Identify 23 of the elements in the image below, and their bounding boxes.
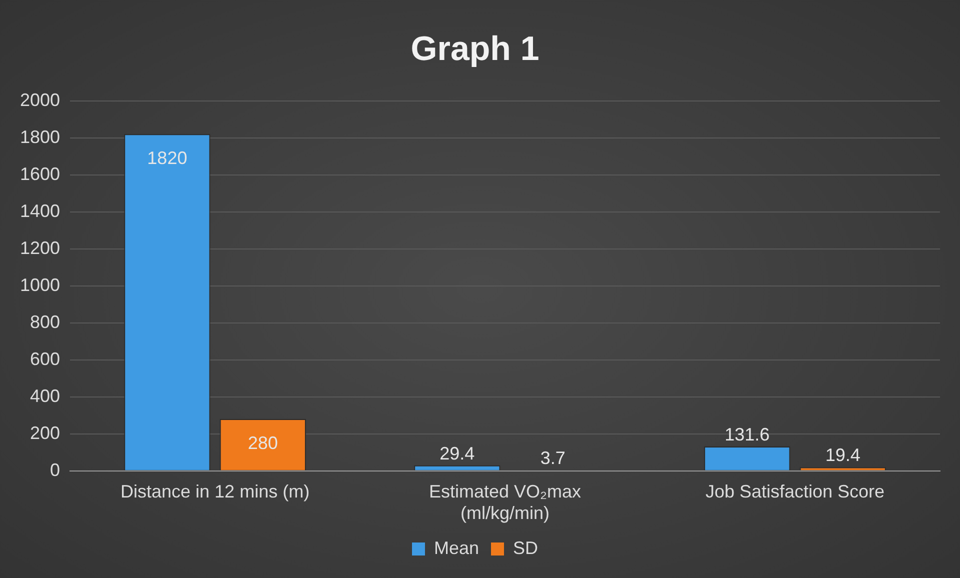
y-tick-label: 1600 xyxy=(20,164,60,184)
y-tick-label: 1200 xyxy=(20,238,60,258)
data-label: 280 xyxy=(248,432,278,453)
y-tick-label: 2000 xyxy=(20,90,60,110)
x-tick-label: Distance in 12 mins (m) xyxy=(120,482,310,502)
legend-label: Mean xyxy=(434,538,480,558)
chart-title: Graph 1 xyxy=(410,30,540,68)
x-tick-label: Estimated VO₂max (ml/kg/min) xyxy=(429,482,582,524)
data-label: 19.4 xyxy=(825,445,860,466)
y-tick-label: 0 xyxy=(50,460,60,480)
y-tick-label: 1800 xyxy=(20,126,60,147)
data-label: 3.7 xyxy=(540,448,566,468)
y-tick-label: 600 xyxy=(30,348,60,369)
data-label: 29.4 xyxy=(440,443,475,464)
legend-label: SD xyxy=(513,538,538,558)
y-tick-label: 1000 xyxy=(20,274,60,295)
data-label: 131.6 xyxy=(724,424,770,444)
y-tick-label: 400 xyxy=(30,386,60,406)
y-tick-label: 800 xyxy=(30,312,60,332)
data-label: 1820 xyxy=(147,148,188,168)
y-tick-label: 200 xyxy=(30,422,60,443)
x-tick-label: Job Satisfaction Score xyxy=(705,482,885,502)
y-tick-label: 1400 xyxy=(20,200,60,221)
